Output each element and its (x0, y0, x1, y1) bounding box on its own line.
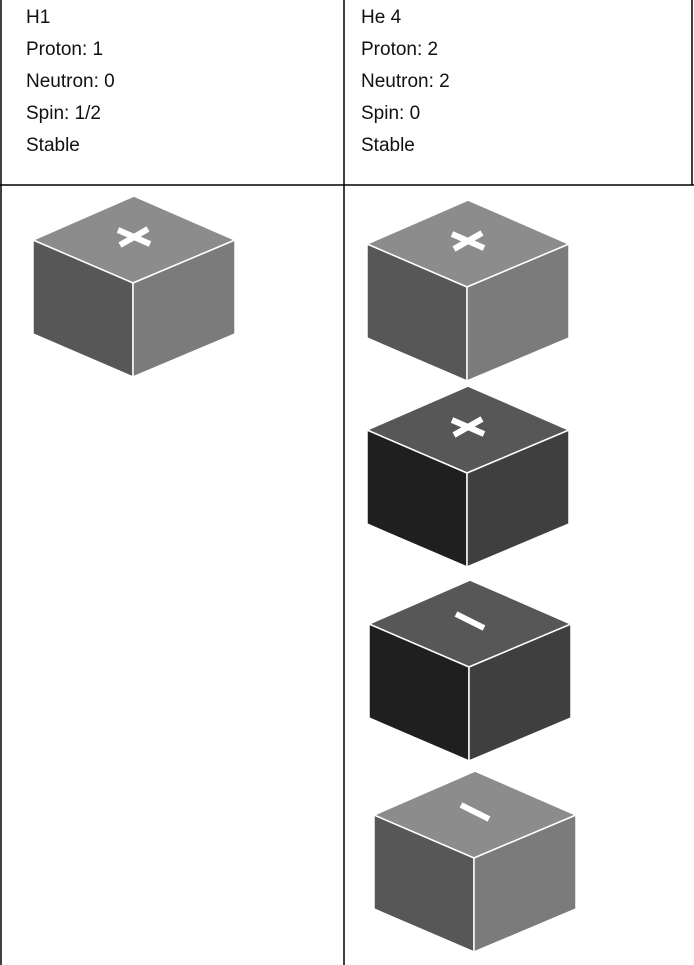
neutron-cube (368, 579, 572, 762)
neutron-cube (373, 770, 577, 953)
spin: Spin: 0 (361, 103, 421, 124)
stability: Stable (26, 135, 80, 156)
proton-cube (366, 199, 570, 382)
proton-count: Proton: 2 (361, 39, 439, 60)
spin: Spin: 1/2 (26, 103, 101, 124)
neutron-count: Neutron: 0 (26, 71, 115, 92)
stability: Stable (361, 135, 415, 156)
neutron-count: Neutron: 2 (361, 71, 450, 92)
he4-cell: He 4 Proton: 2 Neutron: 2 Spin: 0 Stable (361, 2, 450, 162)
proton-cube (32, 195, 236, 378)
isotope-name: He 4 (361, 7, 402, 28)
h1-cell: H1 Proton: 1 Neutron: 0 Spin: 1/2 Stable (26, 2, 115, 162)
isotope-name: H1 (26, 7, 51, 28)
proton-cube (366, 385, 570, 568)
proton-count: Proton: 1 (26, 39, 104, 60)
